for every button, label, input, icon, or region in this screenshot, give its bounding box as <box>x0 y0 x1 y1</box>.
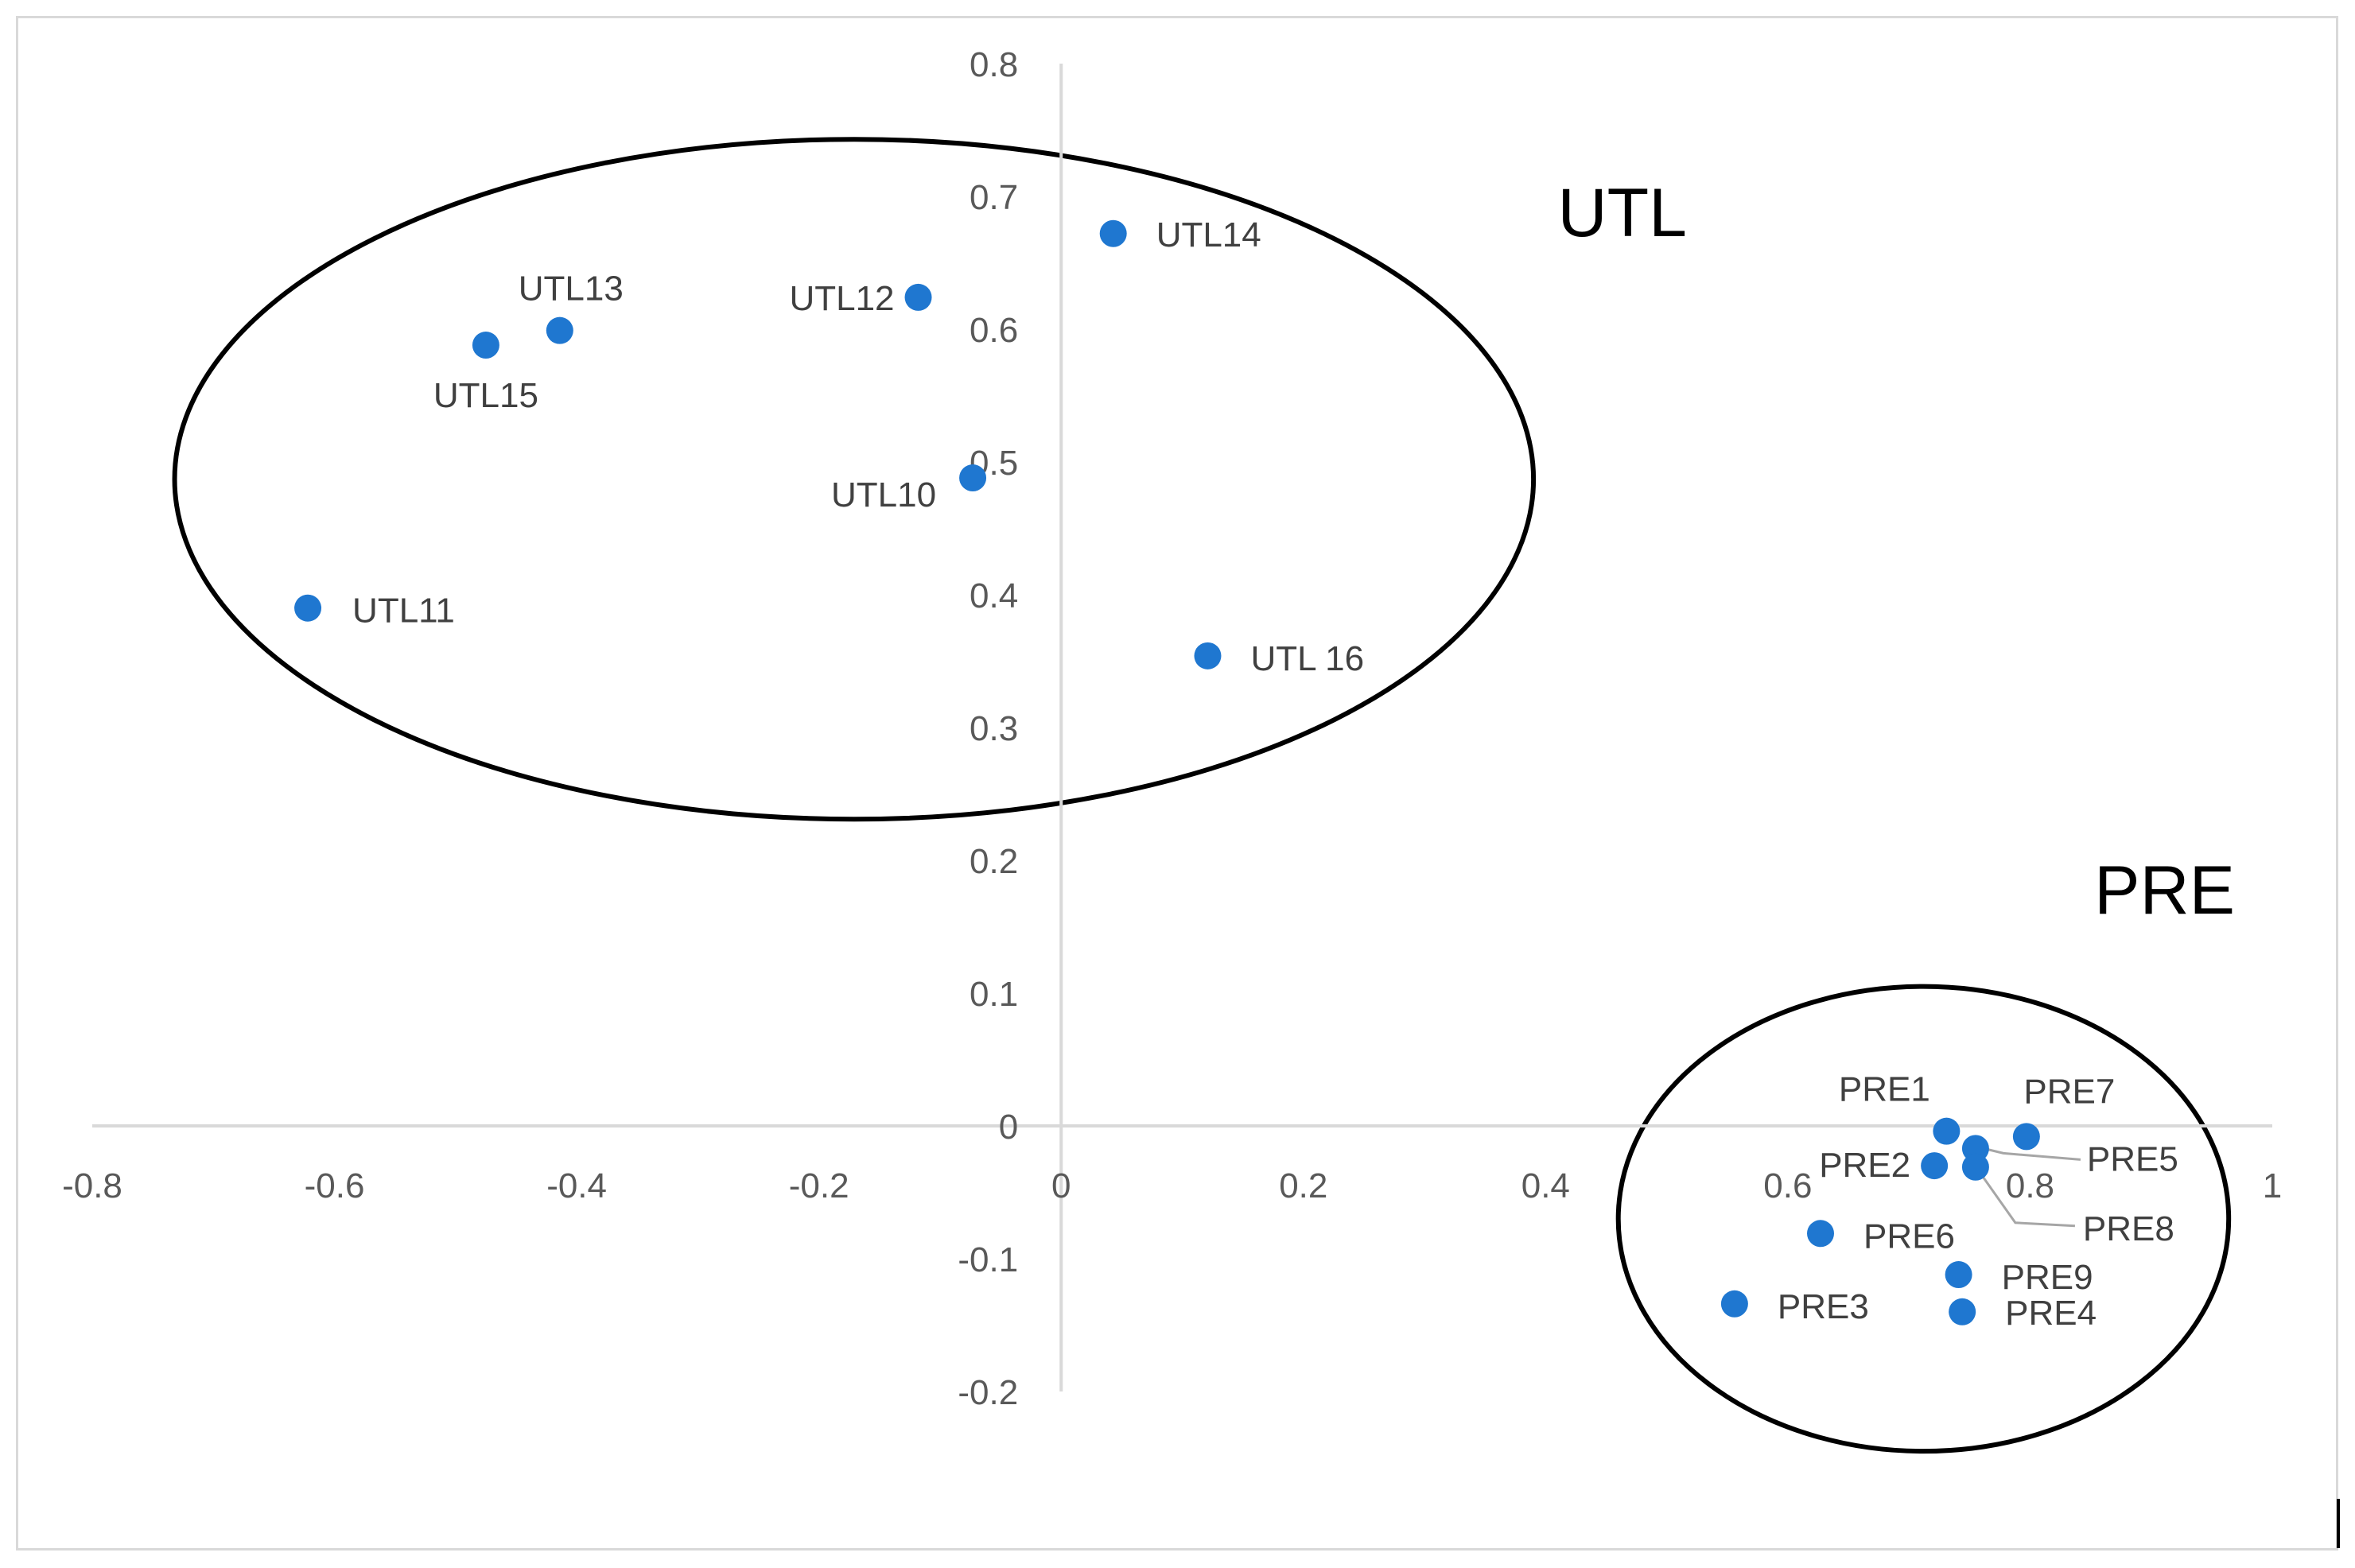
x-tick-label: 0 <box>1051 1166 1071 1205</box>
y-tick-label: 0.3 <box>970 709 1018 748</box>
data-point-pre7 <box>2012 1123 2040 1151</box>
cluster-label-utl: UTL <box>1558 175 1687 251</box>
data-point-pre9 <box>1945 1261 1972 1289</box>
point-label-pre2: PRE2 <box>1819 1146 1910 1185</box>
cluster-ellipse-utl <box>172 137 1537 822</box>
y-tick-label: 0.4 <box>970 576 1018 615</box>
chart-frame <box>16 16 2338 1551</box>
data-point-pre2 <box>1921 1152 1949 1180</box>
y-tick-label: 0.1 <box>970 975 1018 1014</box>
data-point-utl15 <box>472 332 499 359</box>
point-label-utl10: UTL10 <box>831 475 936 514</box>
cluster-ellipse-pre <box>1615 984 2232 1454</box>
point-label-pre1: PRE1 <box>1839 1070 1930 1109</box>
x-tick-label: -0.6 <box>305 1166 365 1205</box>
leader-line-pre8 <box>1976 1167 2075 1228</box>
x-tick-label: 0.2 <box>1279 1166 1327 1205</box>
data-point-utl-16 <box>1194 642 1222 670</box>
x-tick-label: -0.4 <box>546 1166 607 1205</box>
x-tick-label: 0.6 <box>1763 1166 1812 1205</box>
data-point-pre3 <box>1720 1290 1748 1318</box>
x-tick-label: -0.2 <box>789 1166 849 1205</box>
y-tick-label: 0.6 <box>970 311 1018 350</box>
point-label-pre7: PRE7 <box>2023 1072 2115 1111</box>
x-tick-label: 1 <box>2263 1166 2282 1205</box>
cluster-label-pre: PRE <box>2094 852 2235 929</box>
point-label-pre3: PRE3 <box>1778 1287 1869 1326</box>
edge-mark <box>2337 1499 2340 1548</box>
data-point-utl14 <box>1099 219 1127 247</box>
point-labels: UTL14 UTL12 UTL13 UTL15 UTL10 UTL11 UTL 16 PRE1… <box>352 215 2178 1333</box>
y-tick-label: 0.8 <box>970 45 1018 84</box>
y-tick-label: 0.2 <box>970 842 1018 881</box>
y-tick-label: -0.1 <box>958 1240 1018 1279</box>
point-label-utl12: UTL12 <box>789 279 894 318</box>
point-label-pre6: PRE6 <box>1863 1217 1955 1256</box>
data-point-utl11 <box>294 594 322 622</box>
cluster-ellipses <box>172 137 2232 1454</box>
data-point-utl10 <box>959 464 987 492</box>
y-tick-label: 0.7 <box>970 178 1018 217</box>
y-tick-label: -0.2 <box>958 1373 1018 1412</box>
point-label-pre9: PRE9 <box>2002 1258 2093 1297</box>
data-point-pre1 <box>1933 1117 1961 1145</box>
point-label-utl-16: UTL 16 <box>1250 639 1364 678</box>
data-point-pre8 <box>1961 1153 1989 1181</box>
data-point-utl13 <box>546 316 573 344</box>
y-tick-label: 0 <box>999 1108 1018 1147</box>
point-label-utl13: UTL13 <box>519 270 624 309</box>
data-point-pre6 <box>1807 1220 1835 1248</box>
point-label-pre4: PRE4 <box>2005 1294 2097 1333</box>
data-point-pre4 <box>1949 1298 1976 1325</box>
point-label-pre8: PRE8 <box>2083 1209 2174 1248</box>
point-label-utl14: UTL14 <box>1156 215 1261 254</box>
point-label-utl11: UTL11 <box>352 592 455 631</box>
point-label-pre5: PRE5 <box>2087 1139 2178 1178</box>
x-tick-label: 0.8 <box>2006 1166 2054 1205</box>
x-tick-label: -0.8 <box>62 1166 122 1205</box>
x-tick-label: 0.4 <box>1521 1166 1570 1205</box>
axes <box>92 64 2272 1391</box>
cluster-labels: UTL PRE <box>1558 175 2235 929</box>
data-point-pre5 <box>1961 1135 1989 1162</box>
point-label-utl15: UTL15 <box>433 376 538 415</box>
tick-labels: -0.8 -0.6 -0.4 -0.2 0 0.2 0.4 0.6 0.8 1 -0.2 -0.1 0 0… <box>62 45 2282 1412</box>
data-point-utl12 <box>904 283 932 311</box>
data-points <box>294 219 2040 1325</box>
